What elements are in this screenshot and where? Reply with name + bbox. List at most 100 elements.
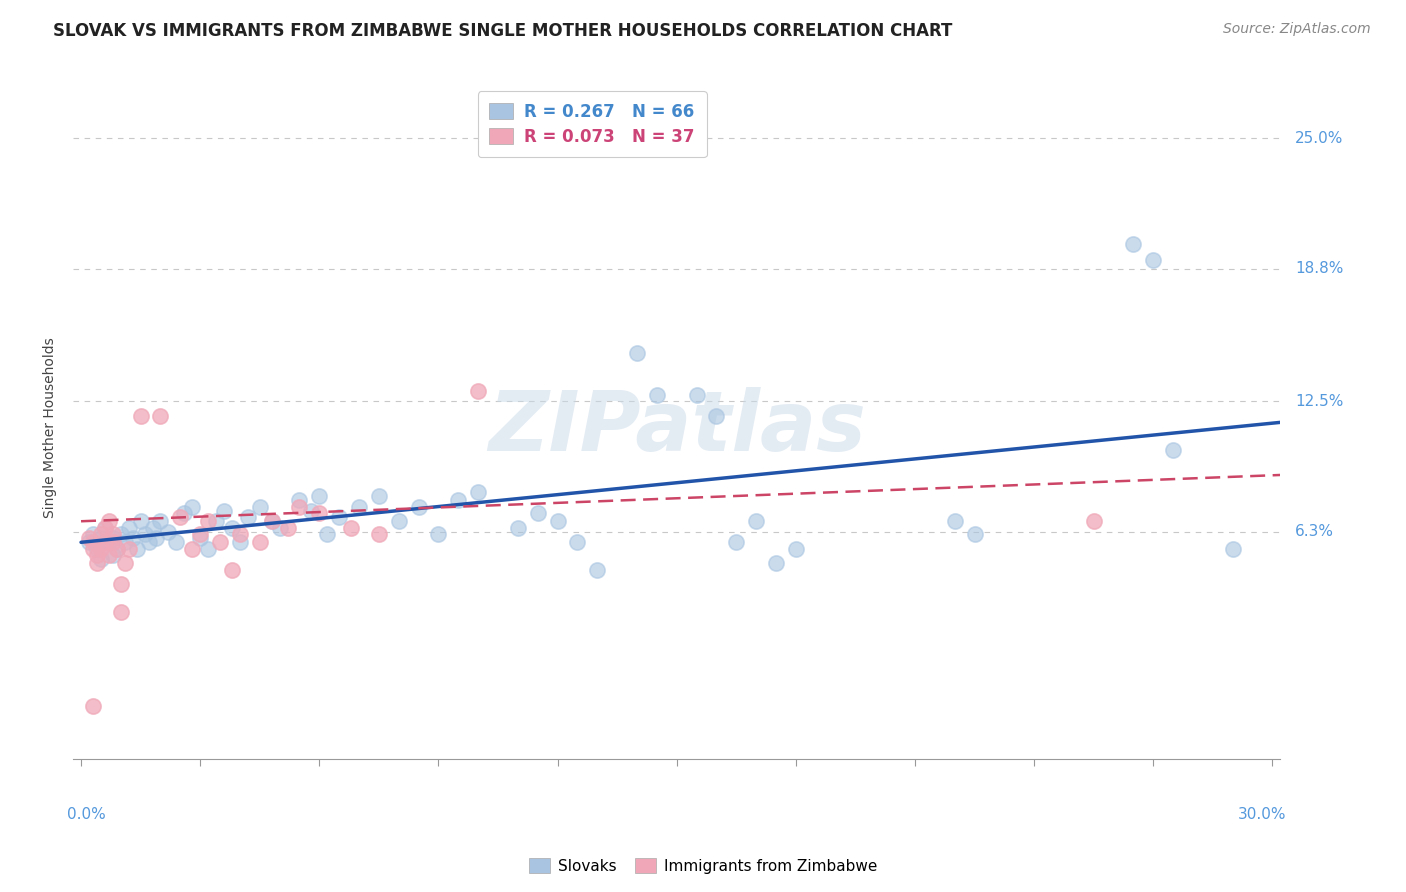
Point [467,384,489,398]
Point [269,520,291,534]
Point [118,520,141,534]
Point [86,548,108,562]
Point [134,527,156,541]
Point [101,535,124,549]
Point [110,527,132,541]
Point [212,504,235,518]
Point [725,535,748,549]
Point [229,535,252,549]
Point [260,514,283,528]
Point [97,535,120,549]
Point [706,409,728,423]
Point [963,527,986,541]
Point [221,520,243,534]
Point [86,541,108,556]
Text: 30.0%: 30.0% [1237,806,1286,822]
Point [1161,442,1184,457]
Point [82,699,104,714]
Point [340,520,363,534]
Point [77,531,100,545]
Point [97,514,120,528]
Point [82,535,104,549]
Point [121,531,143,545]
Point [110,577,132,591]
Point [328,510,350,524]
Point [208,535,231,549]
Point [467,484,489,499]
Y-axis label: Single Mother Households: Single Mother Households [44,337,58,518]
Point [586,563,609,577]
Point [141,520,163,534]
Point [114,557,136,571]
Point [181,541,204,556]
Legend: Slovaks, Immigrants from Zimbabwe: Slovaks, Immigrants from Zimbabwe [523,852,883,880]
Point [97,548,120,562]
Point [260,514,283,528]
Point [169,510,191,524]
Point [188,531,211,545]
Point [745,514,768,528]
Point [408,500,430,514]
Point [90,527,112,541]
Point [526,506,548,520]
Point [101,531,124,545]
Point [110,605,132,619]
Point [427,527,450,541]
Text: ZIPatlas: ZIPatlas [488,387,866,468]
Point [105,541,128,556]
Point [288,493,311,508]
Point [626,346,648,360]
Text: 0.0%: 0.0% [67,806,105,822]
Point [388,514,411,528]
Point [316,527,339,541]
Text: SLOVAK VS IMMIGRANTS FROM ZIMBABWE SINGLE MOTHER HOUSEHOLDS CORRELATION CHART: SLOVAK VS IMMIGRANTS FROM ZIMBABWE SINGL… [53,22,953,40]
Point [181,500,204,514]
Point [165,535,187,549]
Legend: R = 0.267   N = 66, R = 0.073   N = 37: R = 0.267 N = 66, R = 0.073 N = 37 [478,91,707,157]
Point [82,527,104,541]
Point [129,514,152,528]
Point [447,493,470,508]
Point [118,541,141,556]
Point [221,563,243,577]
Point [105,541,128,556]
Point [114,535,136,549]
Point [229,527,252,541]
Point [101,527,124,541]
Point [86,557,108,571]
Point [90,541,112,556]
Point [1222,541,1244,556]
Point [125,541,148,556]
Point [347,500,370,514]
Text: 6.3%: 6.3% [1295,524,1334,540]
Point [308,489,330,503]
Point [145,531,167,545]
Point [943,514,966,528]
Point [173,506,195,520]
Point [367,527,389,541]
Point [547,514,569,528]
Point [506,520,529,534]
Point [157,524,180,539]
Point [367,489,389,503]
Point [308,506,330,520]
Point [645,388,668,402]
Point [685,388,707,402]
Text: 18.8%: 18.8% [1295,261,1343,277]
Point [90,531,112,545]
Text: 25.0%: 25.0% [1295,131,1343,145]
Point [149,409,172,423]
Point [236,510,259,524]
Point [90,552,112,566]
Point [77,535,100,549]
Point [249,535,271,549]
Point [1083,514,1105,528]
Text: 12.5%: 12.5% [1295,394,1343,409]
Point [197,541,219,556]
Point [205,514,228,528]
Point [149,514,172,528]
Point [288,500,311,514]
Point [1122,236,1144,251]
Text: Source: ZipAtlas.com: Source: ZipAtlas.com [1223,22,1371,37]
Point [765,557,787,571]
